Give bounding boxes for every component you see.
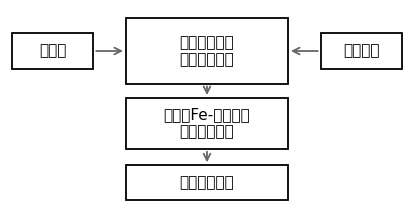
Bar xyxy=(12,33,93,69)
Bar xyxy=(126,18,287,84)
Text: 过硫酸盐: 过硫酸盐 xyxy=(342,43,378,58)
Text: 处理后的废水: 处理后的废水 xyxy=(179,175,234,190)
Bar xyxy=(126,98,287,149)
Bar xyxy=(126,165,287,200)
Text: 非均相Fe-过硫酸盐
氧化催化体系: 非均相Fe-过硫酸盐 氧化催化体系 xyxy=(163,107,250,140)
Text: 含微量难降解
有机物的废水: 含微量难降解 有机物的废水 xyxy=(179,35,234,67)
Text: 零价铁: 零价铁 xyxy=(39,43,66,58)
Bar xyxy=(320,33,401,69)
